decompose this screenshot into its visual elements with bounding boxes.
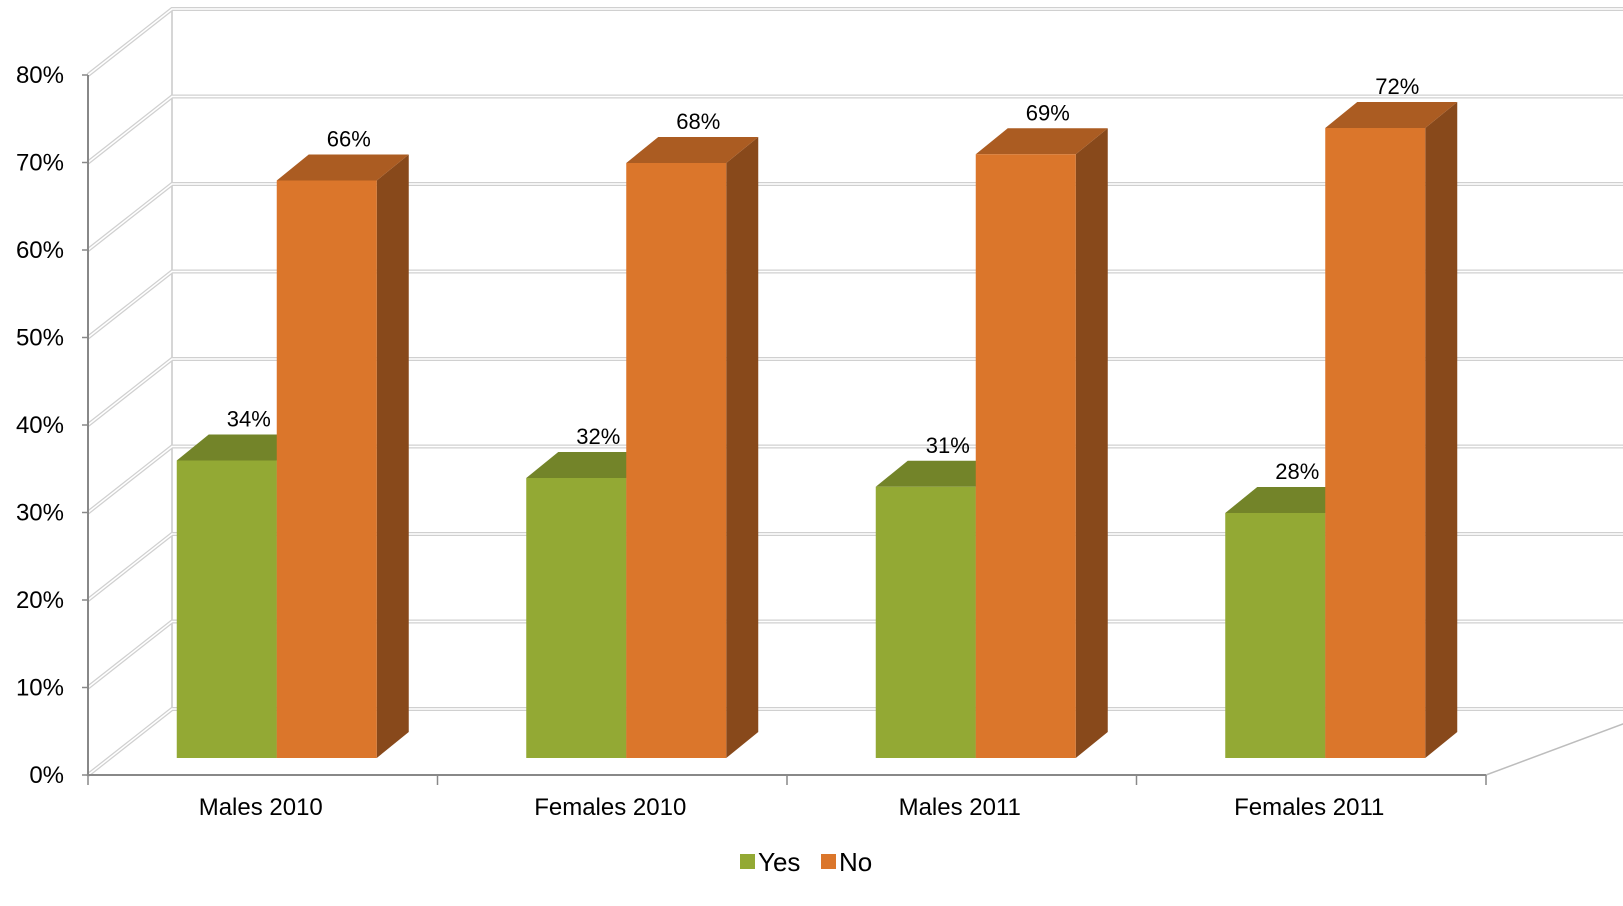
gridline bbox=[86, 94, 1623, 165]
gridline bbox=[86, 532, 1623, 602]
x-axis-category-labels: Males 2010 Females 2010 Males 2011 Females … bbox=[199, 794, 1385, 821]
data-label: 32% bbox=[576, 424, 620, 449]
legend-label: No bbox=[839, 847, 872, 877]
gridline bbox=[86, 182, 1623, 252]
y-tick-label: 50% bbox=[16, 325, 64, 352]
bar-no-0 bbox=[276, 154, 409, 758]
x-tick-label: Males 2010 bbox=[199, 794, 323, 821]
gridline bbox=[86, 707, 1623, 777]
y-tick-label: 60% bbox=[16, 237, 64, 264]
y-tick-label: 30% bbox=[16, 500, 64, 527]
gridline bbox=[86, 619, 1623, 690]
gridline bbox=[86, 269, 1623, 340]
data-label: 34% bbox=[227, 407, 271, 432]
bar-no-3 bbox=[1325, 102, 1458, 758]
y-tick-label: 80% bbox=[16, 62, 64, 89]
legend-swatch bbox=[740, 854, 755, 869]
y-tick-label: 70% bbox=[16, 150, 64, 177]
legend-label: Yes bbox=[758, 847, 800, 877]
data-label: 31% bbox=[926, 433, 970, 458]
data-label: 69% bbox=[1026, 100, 1070, 125]
gridline bbox=[86, 357, 1623, 427]
bars bbox=[176, 102, 1458, 758]
legend-item-yes: Yes bbox=[740, 847, 800, 877]
bar-no-1 bbox=[626, 137, 759, 758]
data-label: 28% bbox=[1275, 459, 1319, 484]
data-label: 72% bbox=[1375, 74, 1419, 99]
y-tick-label: 20% bbox=[16, 587, 64, 614]
legend-item-no: No bbox=[821, 847, 872, 877]
y-tick-label: 10% bbox=[16, 675, 64, 702]
y-tick-label: 40% bbox=[16, 412, 64, 439]
axes bbox=[82, 74, 1487, 785]
data-label: 68% bbox=[676, 109, 720, 134]
x-tick-label: Females 2010 bbox=[534, 794, 686, 821]
legend: Yes No bbox=[740, 847, 872, 877]
data-label: 66% bbox=[327, 127, 371, 152]
gridline bbox=[86, 7, 1623, 77]
data-labels: 34% 66% 32% 68% 31% 69% 28% 72% bbox=[227, 74, 1420, 484]
y-axis-tick-labels: 0% 10% 20% 30% 40% 50% 60% 70% 80% bbox=[16, 62, 64, 789]
x-tick-label: Males 2011 bbox=[899, 794, 1021, 821]
gridlines bbox=[86, 7, 1623, 777]
bar-no-2 bbox=[975, 128, 1108, 758]
gridline bbox=[86, 444, 1623, 515]
y-tick-label: 0% bbox=[29, 762, 64, 789]
legend-swatch bbox=[821, 854, 836, 869]
x-tick-label: Females 2011 bbox=[1234, 794, 1384, 821]
